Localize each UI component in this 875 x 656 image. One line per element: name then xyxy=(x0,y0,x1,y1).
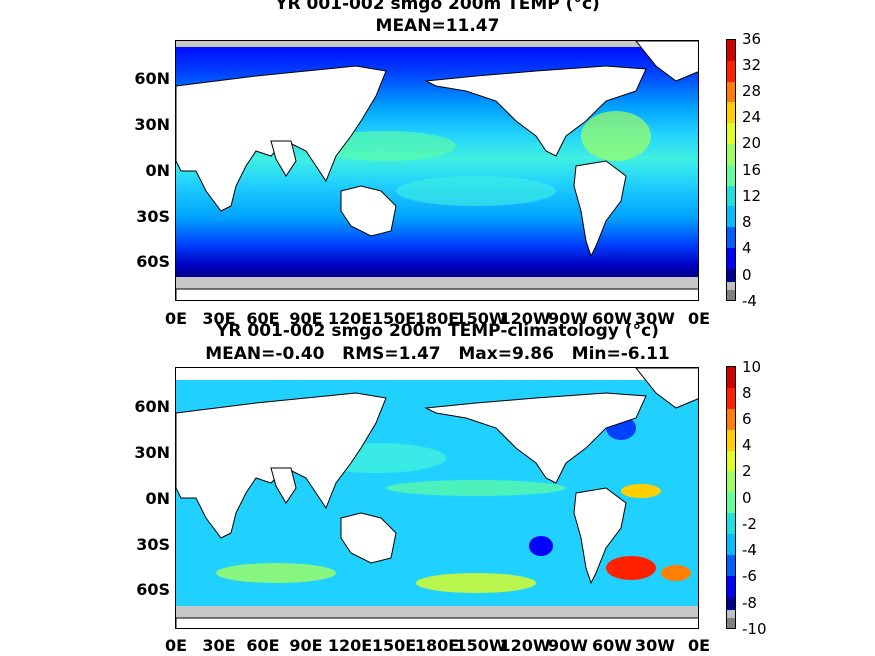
panel1-map xyxy=(175,40,699,301)
north-america xyxy=(424,392,647,484)
lon-label: 120E xyxy=(327,309,373,328)
lon-label: 30W xyxy=(635,636,675,655)
panel1-lat-label: 30S xyxy=(136,207,170,226)
panel1-lat-label: 0N xyxy=(145,161,170,180)
lon-label: 120W xyxy=(499,636,551,655)
lon-label: 180E xyxy=(414,309,460,328)
lon-label: 150E xyxy=(371,636,417,655)
south-america xyxy=(573,160,627,258)
lon-label: 90W xyxy=(548,636,588,655)
colorbar-label: -8 xyxy=(742,594,757,612)
lon-label: 150E xyxy=(371,309,417,328)
panel2-title-line2: MEAN=-0.40 RMS=1.47 Max=9.86 Min=-6.11 xyxy=(205,344,670,364)
lon-label: 150W xyxy=(455,636,507,655)
warm-anomaly xyxy=(606,556,656,580)
lon-label: 150W xyxy=(455,309,507,328)
eurasia-africa xyxy=(176,392,387,539)
colorbar-label: 2 xyxy=(742,462,752,480)
panel2-colorbar xyxy=(726,366,736,629)
panel1-title-line1: YR 001-002 smgo 200m TEMP (°c) xyxy=(275,0,600,14)
colorbar-label: 8 xyxy=(742,213,752,231)
panel2-map xyxy=(175,367,699,629)
panel2-lat-label: 60N xyxy=(134,397,170,416)
colorbar-label: -2 xyxy=(742,515,757,533)
colorbar-label: 0 xyxy=(742,489,752,507)
panel2-title-line1: YR 001-002 smgo 200m TEMP-climatology (°… xyxy=(216,321,659,341)
panel2-lat-label: 60S xyxy=(136,580,170,599)
lon-label: 0E xyxy=(687,309,711,328)
antarctica xyxy=(176,617,698,628)
panel1-title-line2: MEAN=11.47 xyxy=(375,16,500,36)
panel1-colorbar xyxy=(726,39,736,301)
lon-label: 30E xyxy=(202,309,236,328)
panel1-lat-label: 60N xyxy=(134,69,170,88)
lon-label: 60W xyxy=(592,636,632,655)
lon-label: 60E xyxy=(246,636,280,655)
colorbar-label: 28 xyxy=(742,82,762,100)
colorbar-label: -6 xyxy=(742,567,757,585)
lon-label: 0E xyxy=(687,636,711,655)
colorbar-label: -10 xyxy=(742,620,767,638)
colorbar-label: 4 xyxy=(742,239,752,257)
colorbar-label: 24 xyxy=(742,108,762,126)
arctic-mask xyxy=(176,41,698,47)
colorbar-label: 6 xyxy=(742,410,752,428)
australia xyxy=(340,512,397,564)
colorbar-label: 12 xyxy=(742,187,762,205)
panel2-lat-label: 0N xyxy=(145,489,170,508)
panel2-lat-label: 30N xyxy=(134,443,170,462)
colorbar-label: 20 xyxy=(742,134,762,152)
lon-label: 90E xyxy=(289,636,323,655)
lon-label: 180E xyxy=(414,636,460,655)
lon-label: 30E xyxy=(202,636,236,655)
australia xyxy=(340,185,397,237)
colorbar-label: 8 xyxy=(742,384,752,402)
greenland xyxy=(635,368,698,409)
india xyxy=(270,467,297,504)
lon-label: 0E xyxy=(164,636,188,655)
panel2-lat-label: 30S xyxy=(136,535,170,554)
north-america xyxy=(424,65,647,157)
lon-label: 0E xyxy=(164,309,188,328)
lon-label: 60W xyxy=(592,309,632,328)
colorbar-label: -4 xyxy=(742,292,757,310)
panel1-lat-label: 30N xyxy=(134,115,170,134)
lon-label: 120E xyxy=(327,636,373,655)
lon-label: 120W xyxy=(499,309,551,328)
colorbar-label: 10 xyxy=(742,358,762,376)
colorbar-label: 0 xyxy=(742,266,752,284)
colorbar-label: 32 xyxy=(742,56,762,74)
lon-label: 60E xyxy=(246,309,280,328)
panel1-lat-label: 60S xyxy=(136,252,170,271)
panel2-map-svg xyxy=(176,368,698,628)
greenland xyxy=(635,41,698,82)
lon-label: 90E xyxy=(289,309,323,328)
south-america xyxy=(573,487,627,585)
eurasia-africa xyxy=(176,65,387,212)
colorbar-label: 36 xyxy=(742,30,762,48)
colorbar-label: 4 xyxy=(742,436,752,454)
lon-label: 30W xyxy=(635,309,675,328)
colorbar-label: -4 xyxy=(742,541,757,559)
colorbar-label: 16 xyxy=(742,161,762,179)
india xyxy=(270,140,297,177)
lon-label: 90W xyxy=(548,309,588,328)
antarctica xyxy=(176,288,698,300)
panel1-map-svg xyxy=(176,41,698,300)
cold-anomaly xyxy=(529,536,553,556)
